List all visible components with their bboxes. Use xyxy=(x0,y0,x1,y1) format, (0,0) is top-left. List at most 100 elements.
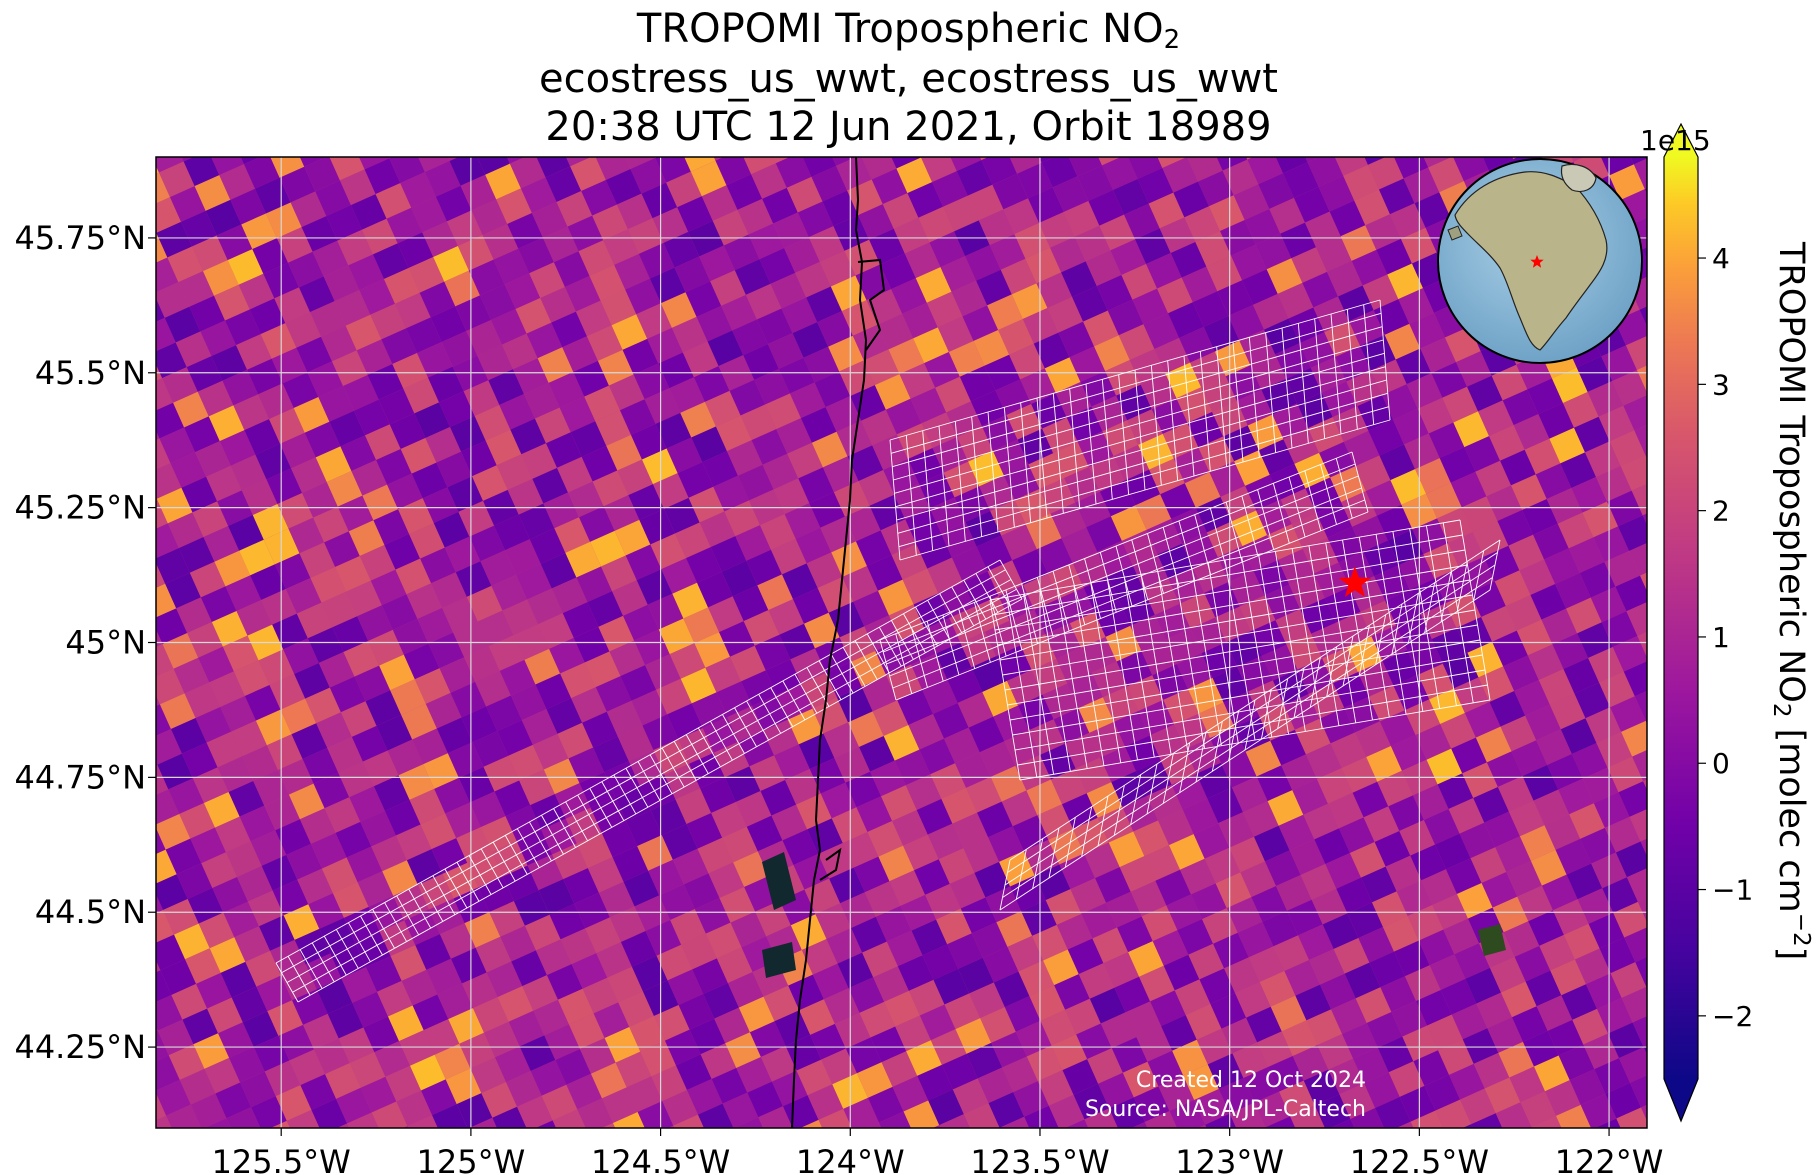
no2-pixel xyxy=(1643,1045,1647,1055)
no2-pixel xyxy=(845,1037,882,1074)
no2-pixel xyxy=(339,169,376,206)
no2-pixel xyxy=(1388,1061,1425,1097)
created-date-credit: Created 12 Oct 2024 xyxy=(1135,1068,1366,1093)
no2-pixel xyxy=(1464,702,1501,738)
no2-pixel xyxy=(773,212,809,249)
no2-pixel xyxy=(748,223,785,260)
no2-pixel xyxy=(156,1030,169,1061)
no2-pixel xyxy=(1080,370,1117,407)
no2-pixel xyxy=(156,282,190,318)
no2-pixel xyxy=(1418,663,1454,700)
no2-pixel xyxy=(243,157,280,189)
no2-pixel xyxy=(156,608,188,645)
no2-pixel xyxy=(483,755,520,792)
no2-pixel xyxy=(1255,233,1292,270)
no2-pixel xyxy=(789,117,825,153)
no2-pixel xyxy=(1290,1105,1325,1128)
no2-pixel xyxy=(959,100,995,136)
no2-pixel xyxy=(623,870,660,907)
no2-pixel xyxy=(874,374,911,410)
no2-pixel xyxy=(1377,1036,1414,1073)
footprint-line xyxy=(889,439,901,561)
no2-pixel xyxy=(902,568,939,605)
no2-pixel xyxy=(176,863,213,899)
no2-pixel xyxy=(730,911,767,948)
no2-pixel xyxy=(970,390,1007,427)
no2-pixel xyxy=(523,382,560,419)
no2-pixel xyxy=(156,342,187,379)
colorbar-outline xyxy=(1663,122,1699,1123)
no2-pixel xyxy=(809,492,845,528)
no2-pixel xyxy=(549,637,585,674)
no2-pixel xyxy=(1587,381,1624,417)
no2-pixel xyxy=(1157,157,1187,169)
latitude-ticks: 45.75°N45.5°N45.25°N45°N44.75°N44.5°N44.… xyxy=(14,219,156,1066)
no2-pixel xyxy=(1533,789,1570,826)
no2-pixel xyxy=(1040,743,1076,780)
no2-pixel xyxy=(1045,889,1082,925)
no2-pixel xyxy=(1088,190,1125,226)
no2-pixel xyxy=(323,265,360,302)
no2-pixel xyxy=(888,338,925,375)
no2-pixel xyxy=(349,786,385,822)
no2-pixel xyxy=(1209,195,1245,231)
no2-pixel xyxy=(726,440,763,476)
no2-pixel xyxy=(304,421,341,458)
no2-pixel xyxy=(156,874,188,910)
no2-pixel xyxy=(776,418,812,454)
no2-pixel xyxy=(733,851,769,888)
no2-pixel xyxy=(570,421,607,457)
no2-pixel xyxy=(356,339,393,376)
no2-pixel xyxy=(1530,584,1567,620)
no2-pixel xyxy=(156,487,193,524)
no2-pixel xyxy=(678,993,715,1030)
no2-pixel xyxy=(222,104,258,140)
no2-pixel xyxy=(1331,998,1367,1034)
no2-pixel xyxy=(874,108,910,144)
no2-pixel xyxy=(978,209,1015,246)
no2-pixel xyxy=(584,651,621,688)
no2-pixel xyxy=(581,445,618,482)
no2-pixel xyxy=(1316,236,1352,272)
no2-pixel xyxy=(227,249,264,285)
no2-pixel xyxy=(856,796,893,832)
no2-pixel xyxy=(732,585,769,622)
no2-pixel xyxy=(897,689,934,725)
no2-pixel xyxy=(337,229,373,266)
no2-pixel xyxy=(1135,228,1171,264)
no2-pixel xyxy=(477,344,513,381)
no2-pixel xyxy=(941,1053,978,1090)
no2-pixel xyxy=(630,423,667,460)
no2-pixel xyxy=(1609,164,1645,201)
no2-pixel xyxy=(609,906,646,943)
no2-pixel xyxy=(321,591,358,628)
no2-pixel xyxy=(861,675,898,712)
no2-pixel xyxy=(1431,628,1468,664)
no2-pixel xyxy=(156,789,180,825)
no2-pixel xyxy=(1209,461,1246,497)
no2-pixel xyxy=(1044,357,1081,393)
no2-pixel xyxy=(1280,222,1317,259)
no2-pixel xyxy=(858,204,894,240)
no2-pixel xyxy=(417,873,454,910)
no2-pixel xyxy=(200,320,237,357)
no2-pixel xyxy=(1036,272,1073,309)
no2-pixel xyxy=(292,989,328,1025)
no2-pixel xyxy=(316,712,352,748)
no2-pixel xyxy=(1443,918,1479,955)
no2-pixel xyxy=(540,552,577,589)
no2-pixel xyxy=(371,1101,408,1128)
no2-pixel xyxy=(811,165,848,202)
no2-pixel xyxy=(1643,779,1647,790)
no2-pixel xyxy=(1191,883,1227,920)
no2-pixel xyxy=(770,272,807,309)
no2-pixel xyxy=(1261,113,1297,149)
no2-pixel xyxy=(971,656,1007,692)
no2-pixel xyxy=(1637,631,1647,658)
no2-pixel xyxy=(1253,825,1290,862)
no2-pixel xyxy=(918,206,955,243)
no2-pixel xyxy=(482,223,519,260)
no2-pixel xyxy=(1350,1107,1385,1128)
no2-pixel xyxy=(1014,488,1051,525)
no2-pixel xyxy=(1091,395,1128,432)
